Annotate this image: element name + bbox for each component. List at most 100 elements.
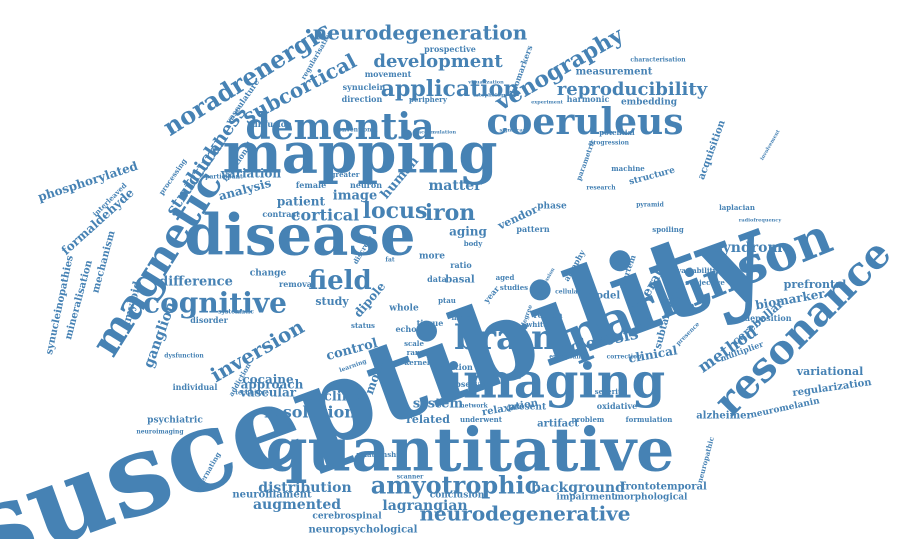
cloud-word: pattern (516, 224, 549, 234)
cloud-word: participant (205, 174, 243, 181)
cloud-word: syndrome (715, 240, 792, 256)
cloud-word: disease (184, 203, 415, 269)
cloud-word: more (419, 252, 445, 262)
cloud-word: experiment (531, 100, 563, 106)
cloud-word: brain (454, 318, 555, 358)
cloud-word: laplacian (719, 203, 755, 212)
cloud-word: impairment (556, 493, 616, 503)
cloud-word: formulation (626, 415, 673, 424)
cloud-word: kernel (404, 358, 430, 367)
cloud-word: network (460, 403, 488, 410)
cloud-word: parametric (574, 138, 597, 182)
cloud-word: neuropsychological (309, 525, 418, 536)
cloud-word: cognitive (143, 287, 287, 320)
cloud-word: neuroimaging (136, 429, 184, 436)
cloud-word: difference (159, 275, 233, 290)
cloud-word: range (407, 348, 430, 357)
cloud-word: variability (676, 266, 718, 275)
cloud-word: reproducibility (557, 79, 708, 100)
cloud-word: phase (537, 202, 567, 212)
cloud-word: motion (441, 362, 473, 372)
cloud-word: patient (277, 195, 326, 209)
cloud-word: change (250, 269, 287, 279)
cloud-word: approach (241, 378, 304, 392)
cloud-word: characterisation (630, 57, 686, 64)
cloud-word: studies (500, 283, 528, 292)
cloud-word: dysfunction (164, 353, 204, 360)
cloud-word: neuropathic (695, 436, 716, 484)
cloud-word: related (406, 413, 450, 426)
cloud-word: european (549, 354, 581, 361)
cloud-word: direction (342, 94, 383, 104)
cloud-word: scanner (397, 474, 424, 481)
cloud-word: subjective (685, 278, 725, 287)
cloud-word: basal (445, 275, 475, 286)
cloud-word: neurofilament (232, 490, 312, 501)
cloud-word: underwent (460, 415, 503, 424)
cloud-word: regularization (792, 377, 873, 399)
cloud-word: movement (365, 69, 412, 79)
cloud-word: deposition (744, 313, 791, 323)
cloud-word: augmented (253, 497, 341, 513)
cloud-word: periphery (409, 95, 448, 104)
cloud-word: aging (449, 225, 487, 239)
cloud-word: study (315, 295, 349, 308)
cloud-word: system (413, 397, 463, 412)
cloud-word: fat (385, 257, 394, 264)
cloud-word: resolution (264, 403, 356, 422)
cloud-word: aged (496, 273, 515, 282)
cloud-word: conclusion (430, 491, 485, 501)
cloud-word: scale (404, 339, 424, 348)
cloud-word: psychiatric (147, 416, 203, 426)
cloud-word: vascular (239, 386, 297, 400)
cloud-word: acquisition (696, 118, 728, 181)
cloud-word: region (533, 310, 562, 320)
cloud-word: formaldehyde (59, 185, 137, 257)
cloud-word: variation (220, 167, 282, 181)
cloud-word: application (381, 76, 520, 102)
cloud-word: diffusion (252, 119, 292, 129)
cloud-word: cellular (555, 289, 582, 296)
cloud-word: machine (611, 164, 645, 173)
cloud-word: cocaine (242, 373, 294, 387)
cloud-word: embedding (621, 98, 678, 108)
cloud-word: model (586, 291, 621, 302)
cloud-word: conventional (334, 127, 378, 134)
cloud-word: frontotemporal (621, 482, 707, 493)
cloud-word: amyotrophic (371, 471, 540, 500)
cloud-word: white (525, 320, 548, 329)
cloud-word: observed (450, 379, 490, 389)
cloud-word: whole (388, 304, 419, 314)
cloud-word: development (373, 51, 503, 72)
cloud-word: research (586, 185, 616, 192)
cloud-word: male (451, 313, 471, 322)
cloud-word: prefrontal (784, 278, 847, 291)
cloud-word: involvement (759, 128, 782, 161)
cloud-word: radiofrequency (739, 218, 783, 224)
cloud-word: status (351, 321, 375, 330)
cloud-word: image (333, 189, 377, 204)
cloud-word: systematic (218, 309, 254, 316)
cloud-word: present (508, 403, 547, 413)
cloud-word: quantitative (266, 416, 675, 486)
cloud-word: morphology (473, 93, 507, 99)
cloud-word: individual (173, 382, 218, 392)
cloud-word: ptau (438, 296, 456, 305)
cloud-word: ratio (450, 260, 472, 270)
cloud-word: correction (607, 354, 643, 361)
cloud-word: cerebrospinal (312, 512, 382, 522)
cloud-word: contrast (262, 209, 300, 219)
word-group: susceptibilityquantitativemappingdisease… (0, 15, 900, 539)
cloud-word: variational (796, 365, 864, 378)
cloud-word: tissue (417, 318, 444, 328)
cloud-word: relationship (356, 450, 404, 459)
cloud-word: field (308, 266, 372, 296)
cloud-word: alzheimer (696, 411, 752, 422)
cloud-word: iron (425, 200, 476, 226)
cloud-word: measurement (576, 67, 653, 78)
cloud-word: problem (572, 415, 605, 424)
cloud-word: imaging (445, 354, 665, 410)
cloud-word: progression (589, 140, 630, 147)
cloud-word: potential (599, 128, 635, 137)
